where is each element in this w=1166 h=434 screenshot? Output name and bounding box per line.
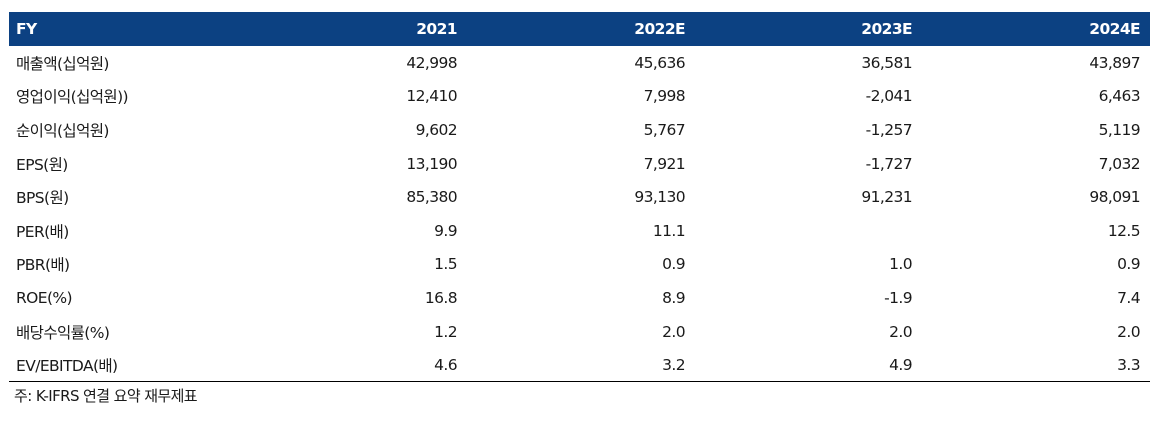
cell-value: 43,897 bbox=[1089, 53, 1140, 72]
cell-value: 0.9 bbox=[662, 255, 685, 274]
cell-value: 93,130 bbox=[634, 188, 685, 207]
cell-value: 3.2 bbox=[467, 348, 695, 383]
cell-value: 9,602 bbox=[415, 120, 458, 139]
table-row-operating-profit: 영업이익(십억원)) 12,410 7,998 -2,041 6,463 bbox=[9, 80, 1150, 114]
cell-value: 16.8 bbox=[424, 288, 458, 307]
cell-value: 9.9 bbox=[434, 221, 457, 240]
header-year-2022e: 2022E bbox=[634, 20, 685, 38]
cell-value: 6,463 bbox=[1098, 87, 1141, 106]
cell-value: 1.5 bbox=[434, 255, 457, 274]
cell-value bbox=[695, 214, 922, 248]
cell-value: 11.1 bbox=[652, 221, 686, 240]
cell-value: 12.5 bbox=[1107, 221, 1141, 240]
cell-value: 1.0 bbox=[889, 255, 912, 274]
row-label: EV/EBITDA(배) bbox=[9, 348, 239, 383]
cell-value: -1,727 bbox=[865, 154, 913, 173]
row-label: 순이익(십억원) bbox=[16, 121, 109, 140]
cell-value: 13,190 bbox=[406, 154, 457, 173]
cell-value: 2.0 bbox=[662, 322, 685, 341]
row-label: 매출액(십억원) bbox=[16, 54, 109, 73]
table-row-bps: BPS(원) 85,380 93,130 91,231 98,091 bbox=[9, 180, 1150, 214]
table-row-pbr: PBR(배) 1.5 0.9 1.0 0.9 bbox=[9, 248, 1150, 282]
table-row-eps: EPS(원) 13,190 7,921 -1,727 7,032 bbox=[9, 147, 1150, 181]
header-fy-label: FY bbox=[16, 20, 37, 38]
table-row-ev-ebitda: EV/EBITDA(배) 4.6 3.2 4.9 3.3 bbox=[9, 348, 1150, 383]
cell-value: 7.4 bbox=[1117, 288, 1140, 307]
cell-value: 45,636 bbox=[634, 53, 685, 72]
cell-value: 7,921 bbox=[643, 154, 686, 173]
cell-value: 12,410 bbox=[406, 87, 457, 106]
financial-summary-table: FY 2021 2022E 2023E 2024E 매출액(십억원) 42,99… bbox=[9, 12, 1150, 383]
row-label: PER(배) bbox=[16, 222, 69, 241]
financial-summary-table-container: FY 2021 2022E 2023E 2024E 매출액(십억원) 42,99… bbox=[9, 12, 1150, 383]
cell-value: -1.9 bbox=[884, 288, 912, 307]
table-row-per: PER(배) 9.9 11.1 12.5 bbox=[9, 214, 1150, 248]
table-row-revenue: 매출액(십억원) 42,998 45,636 36,581 43,897 bbox=[9, 46, 1150, 80]
cell-value: 2.0 bbox=[889, 322, 912, 341]
cell-value: 8.9 bbox=[662, 288, 685, 307]
row-label: EPS(원) bbox=[16, 155, 68, 174]
table-header-row: FY 2021 2022E 2023E 2024E bbox=[9, 12, 1150, 46]
row-label: BPS(원) bbox=[16, 189, 69, 208]
row-label: 배당수익률(%) bbox=[16, 323, 110, 342]
row-label: PBR(배) bbox=[16, 256, 70, 275]
header-year-2021: 2021 bbox=[416, 20, 457, 38]
row-label: 영업이익(십억원)) bbox=[16, 88, 129, 107]
cell-value: 5,119 bbox=[1098, 120, 1141, 139]
cell-value: -2,041 bbox=[865, 87, 913, 106]
cell-value: -1,257 bbox=[865, 120, 913, 139]
header-year-2023e: 2023E bbox=[861, 20, 912, 38]
table-footnote: 주: K-IFRS 연결 요약 재무제표 bbox=[14, 387, 198, 405]
table-row-net-income: 순이익(십억원) 9,602 5,767 -1,257 5,119 bbox=[9, 113, 1150, 147]
cell-value: 7,032 bbox=[1098, 154, 1141, 173]
table-row-roe: ROE(%) 16.8 8.9 -1.9 7.4 bbox=[9, 281, 1150, 315]
cell-value: 91,231 bbox=[861, 188, 912, 207]
cell-value: 0.9 bbox=[1117, 255, 1140, 274]
cell-value: 5,767 bbox=[643, 120, 686, 139]
cell-value: 3.3 bbox=[922, 348, 1150, 383]
cell-value: 98,091 bbox=[1089, 188, 1140, 207]
cell-value: 1.2 bbox=[434, 322, 457, 341]
cell-value: 4.6 bbox=[239, 348, 467, 383]
cell-value: 4.9 bbox=[695, 348, 922, 383]
header-year-2024e: 2024E bbox=[1089, 20, 1140, 38]
cell-value: 7,998 bbox=[643, 87, 686, 106]
cell-value: 42,998 bbox=[406, 53, 457, 72]
table-row-dividend-yield: 배당수익률(%) 1.2 2.0 2.0 2.0 bbox=[9, 315, 1150, 349]
cell-value: 2.0 bbox=[1117, 322, 1140, 341]
cell-value: 36,581 bbox=[861, 53, 912, 72]
row-label: ROE(%) bbox=[16, 288, 73, 307]
cell-value: 85,380 bbox=[406, 188, 457, 207]
